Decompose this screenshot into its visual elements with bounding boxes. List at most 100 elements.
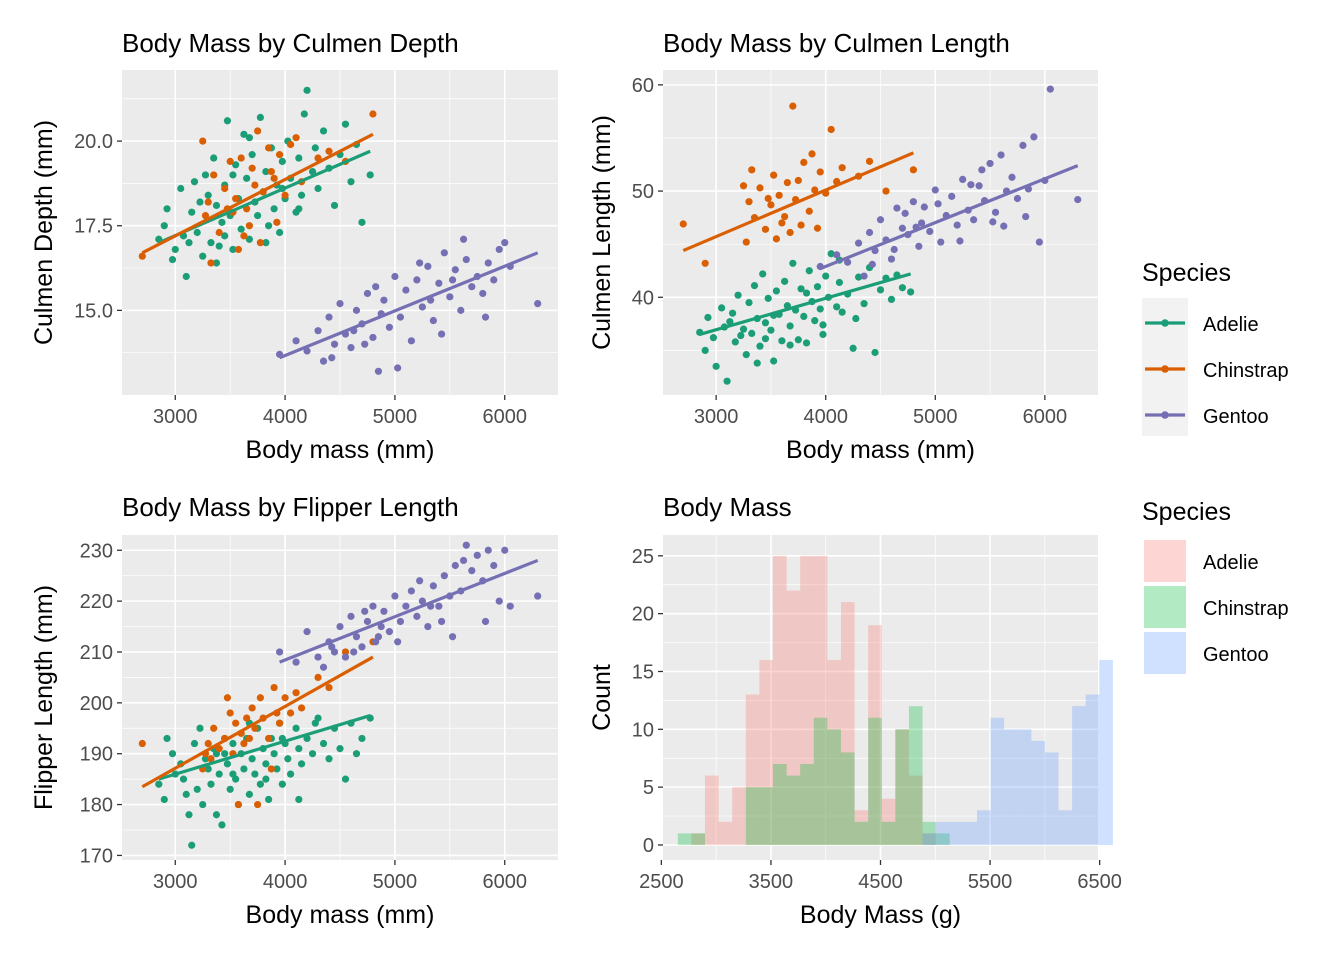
data-point — [311, 144, 319, 152]
panel-hist: 2500 3500 4500 5500 6500 0 5 10 15 20 25 Body Mass B… — [588, 492, 1122, 929]
data-point — [358, 734, 366, 743]
x-tick-label: 5500 — [968, 871, 1013, 893]
data-point — [440, 572, 448, 580]
data-point — [275, 648, 284, 656]
data-point — [745, 198, 753, 206]
data-point — [243, 714, 251, 722]
data-point — [764, 194, 772, 203]
data-point — [761, 225, 770, 233]
data-point — [479, 289, 487, 298]
data-point — [429, 316, 437, 325]
data-point — [802, 289, 811, 297]
legend-fill-key — [1144, 632, 1186, 674]
series-gentoo — [275, 541, 542, 671]
data-point — [786, 322, 794, 330]
y-tick-label: 15.0 — [74, 300, 113, 322]
data-point — [975, 182, 983, 190]
data-point — [440, 249, 448, 257]
legend-item: Adelie — [1145, 314, 1259, 336]
legend-point-key — [1161, 411, 1169, 419]
histogram-bar — [936, 833, 950, 845]
data-point — [199, 137, 207, 145]
data-point — [396, 313, 405, 321]
x-tick-label: 3000 — [153, 406, 198, 428]
data-point — [221, 232, 229, 240]
x-tick-label: 2500 — [639, 871, 684, 893]
data-point — [204, 765, 212, 773]
data-point — [369, 602, 377, 610]
data-point — [805, 207, 813, 215]
data-point — [459, 235, 468, 243]
data-point — [701, 346, 709, 354]
series-adelie — [691, 555, 937, 845]
data-point — [248, 704, 256, 712]
data-point — [484, 546, 492, 554]
y-tick-label: 25 — [632, 546, 654, 568]
data-point — [319, 663, 328, 671]
data-point — [182, 272, 190, 281]
data-point — [756, 342, 764, 350]
data-point — [308, 750, 317, 758]
histogram-bar — [718, 821, 733, 845]
data-point — [709, 334, 718, 342]
data-point — [328, 643, 336, 651]
data-point — [704, 313, 712, 322]
data-point — [934, 200, 942, 208]
data-point — [185, 811, 193, 819]
legend-title: Species — [1142, 498, 1231, 526]
data-point — [204, 198, 212, 206]
data-point — [361, 607, 369, 615]
chart-title: Body Mass by Culmen Depth — [122, 28, 459, 58]
data-point — [275, 151, 284, 159]
data-point — [275, 719, 284, 727]
data-point — [907, 288, 915, 296]
legend-species-lines: Species Adelie Chinstrap Gentoo — [1142, 259, 1289, 436]
trend-line-chinstrap — [682, 151, 914, 253]
histogram-bar — [1017, 729, 1032, 845]
data-point — [265, 222, 273, 230]
data-point — [448, 276, 457, 284]
data-point — [783, 178, 791, 187]
data-point — [179, 775, 188, 783]
chart-title: Body Mass — [663, 492, 792, 522]
legend-key-background — [1142, 584, 1188, 630]
data-point — [770, 357, 778, 365]
data-point — [991, 208, 1000, 216]
data-point — [223, 117, 232, 125]
x-tick-label: 4500 — [858, 871, 903, 893]
y-tick-label: 10 — [632, 719, 654, 741]
histogram-bar — [1072, 706, 1086, 845]
data-point — [797, 285, 805, 293]
data-point — [385, 628, 394, 636]
data-point — [429, 582, 437, 590]
histogram-bar — [936, 821, 950, 845]
histogram-bar — [895, 729, 909, 845]
data-point — [210, 154, 218, 162]
y-tick-label: 50 — [632, 181, 654, 203]
data-point — [413, 276, 421, 284]
data-point — [723, 377, 731, 385]
data-point — [295, 745, 303, 753]
data-point — [416, 259, 424, 267]
data-point — [481, 313, 490, 321]
data-point — [267, 765, 275, 773]
data-point — [163, 205, 171, 213]
data-point — [1008, 173, 1016, 181]
data-point — [201, 755, 210, 763]
data-point — [887, 295, 896, 304]
data-point — [256, 113, 264, 121]
data-point — [391, 272, 399, 281]
data-point — [210, 171, 218, 179]
data-point — [212, 259, 221, 267]
data-point — [336, 745, 344, 753]
data-point — [811, 317, 819, 325]
data-point — [772, 235, 781, 243]
y-tick-label: 20.0 — [74, 131, 113, 153]
data-point — [459, 556, 468, 565]
data-point — [377, 622, 385, 631]
data-point — [1046, 85, 1054, 93]
legend-fill-key — [1144, 540, 1186, 582]
data-point — [270, 174, 278, 182]
data-point — [138, 739, 146, 748]
data-point — [701, 259, 709, 267]
